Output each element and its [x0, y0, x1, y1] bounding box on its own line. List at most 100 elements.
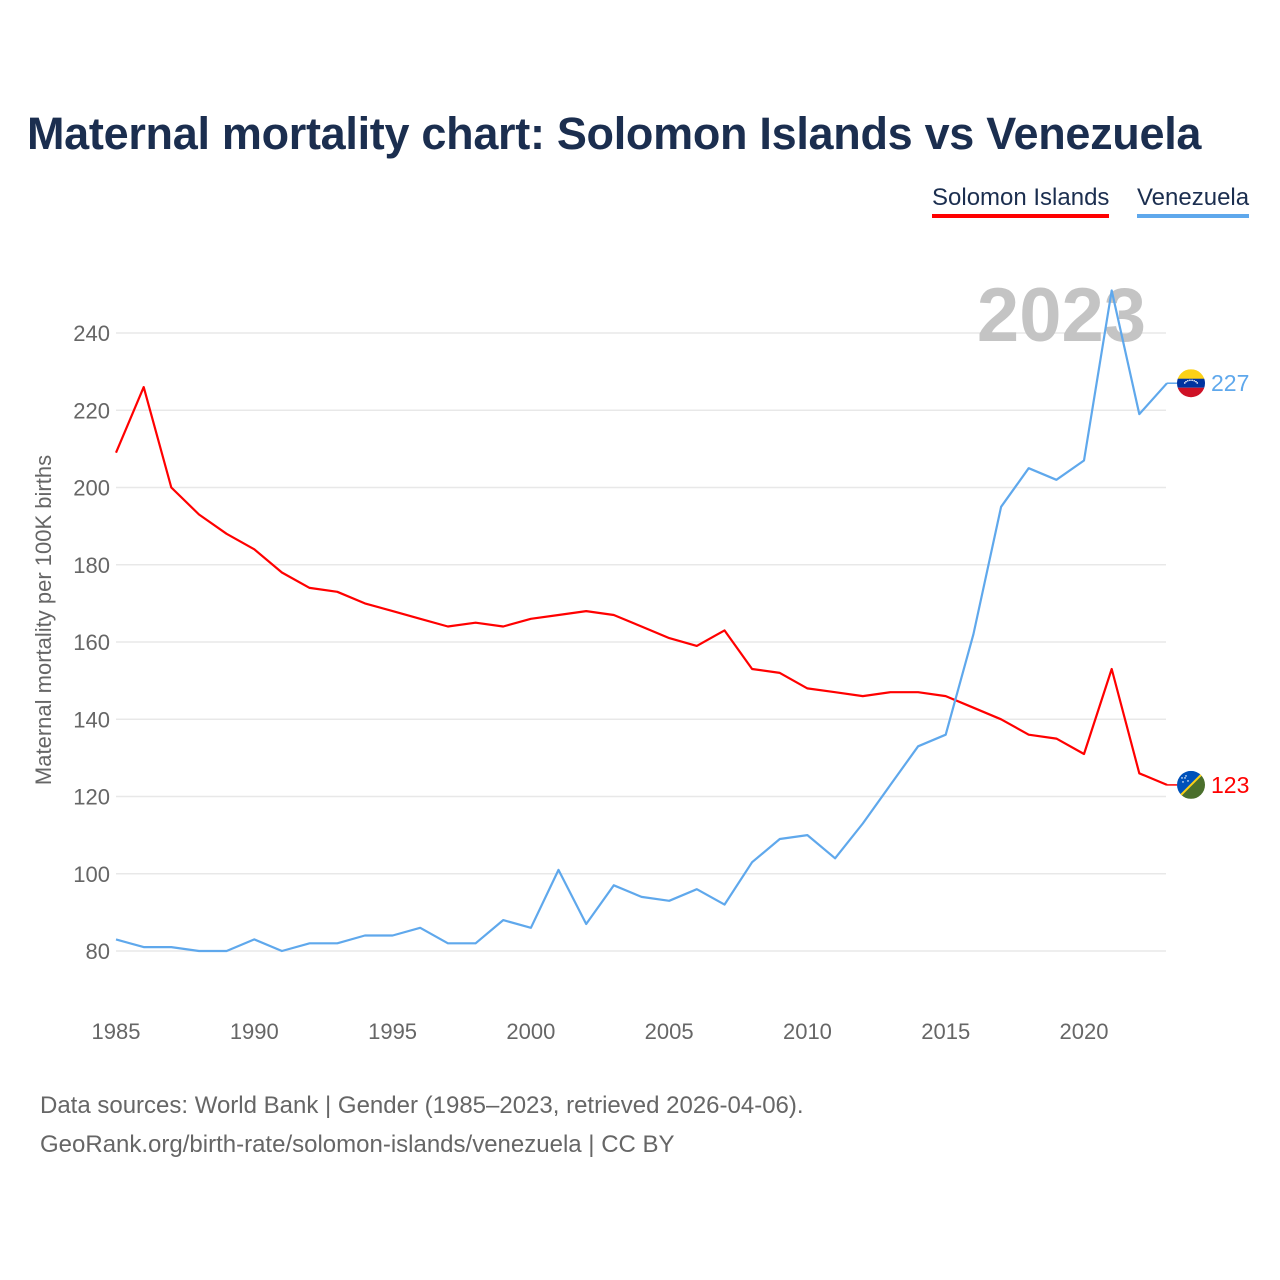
data-point: [113, 450, 119, 456]
legend-venezuela[interactable]: Venezuela: [1137, 184, 1250, 218]
data-point: [362, 600, 368, 606]
data-point: [943, 693, 949, 699]
data-point: [307, 940, 313, 946]
data-point: [196, 512, 202, 518]
flag-star: [1182, 781, 1184, 783]
y-axis-label: Maternal mortality per 100K births: [31, 455, 56, 785]
data-point: [307, 585, 313, 591]
data-point: [362, 933, 368, 939]
data-point: [1109, 666, 1115, 672]
footer-sources: Data sources: World Bank | Gender (1985–…: [40, 1092, 804, 1119]
data-point: [168, 944, 174, 950]
data-point: [694, 886, 700, 892]
y-tick-label: 80: [86, 939, 110, 964]
data-point: [1053, 477, 1059, 483]
data-point: [390, 933, 396, 939]
flag: [1177, 770, 1205, 799]
data-point: [1109, 288, 1115, 294]
data-point: [473, 620, 479, 626]
flag-stripe: [1177, 387, 1205, 398]
y-tick-label: 200: [73, 476, 110, 501]
data-point: [694, 643, 700, 649]
x-tick-label: 2000: [506, 1019, 555, 1044]
flag-stripe: [1177, 369, 1205, 380]
end-value-label: 227: [1211, 370, 1249, 396]
data-point: [1081, 457, 1087, 463]
solomon-islands-flag-icon: [1177, 770, 1205, 799]
x-tick-label: 2020: [1060, 1019, 1109, 1044]
data-point: [943, 732, 949, 738]
flag-star: [1189, 379, 1191, 382]
year-watermark: 2023: [977, 273, 1146, 358]
data-point: [583, 921, 589, 927]
data-point: [334, 589, 340, 595]
data-point: [970, 705, 976, 711]
data-point: [749, 666, 755, 672]
data-point: [887, 689, 893, 695]
data-point: [804, 832, 810, 838]
flag-star: [1196, 382, 1199, 384]
data-point: [1026, 732, 1032, 738]
data-point: [141, 944, 147, 950]
data-point: [500, 624, 506, 630]
data-point: [196, 948, 202, 954]
data-point: [500, 917, 506, 923]
data-point: [334, 940, 340, 946]
flag-stripe: [1177, 378, 1205, 388]
x-tick-label: 1985: [92, 1019, 141, 1044]
data-point: [168, 485, 174, 491]
data-point: [1081, 751, 1087, 757]
data-point: [611, 882, 617, 888]
data-point: [777, 836, 783, 842]
chart-title: Maternal mortality chart: Solomon Island…: [27, 108, 1202, 159]
data-point: [860, 693, 866, 699]
end-value-label: 123: [1211, 772, 1249, 798]
data-point: [251, 936, 257, 942]
x-tick-label: 1990: [230, 1019, 279, 1044]
y-tick-label: 140: [73, 707, 110, 732]
x-tick-label: 2010: [783, 1019, 832, 1044]
flag: [1177, 369, 1205, 398]
data-point: [279, 569, 285, 575]
x-tick-label: 1995: [368, 1019, 417, 1044]
data-point: [224, 531, 230, 537]
data-point: [417, 616, 423, 622]
data-point: [749, 859, 755, 865]
flag-star: [1193, 379, 1195, 382]
data-point: [611, 612, 617, 618]
data-point: [721, 902, 727, 908]
series-line-venezuela: [115, 289, 1168, 953]
data-point: [721, 627, 727, 633]
flag-star: [1185, 775, 1187, 777]
data-point: [224, 948, 230, 954]
flag-star: [1195, 380, 1197, 383]
data-point: [556, 867, 562, 873]
data-point: [113, 936, 119, 942]
venezuela-flag-icon: [1177, 369, 1205, 398]
data-point: [445, 624, 451, 630]
data-point: [666, 635, 672, 641]
y-tick-label: 220: [73, 398, 110, 423]
data-point: [639, 894, 645, 900]
data-point: [998, 504, 1004, 510]
data-point: [528, 616, 534, 622]
data-point: [1053, 736, 1059, 742]
flag-star: [1187, 379, 1189, 382]
legend-solomon-islands[interactable]: Solomon Islands: [932, 184, 1110, 218]
data-point: [141, 384, 147, 390]
data-point: [832, 855, 838, 861]
flag-star: [1184, 777, 1186, 779]
footer-link[interactable]: GeoRank.org/birth-rate/solomon-islands/v…: [40, 1131, 675, 1158]
flag-stripe: [1177, 770, 1205, 799]
data-point: [417, 925, 423, 931]
x-tick-label: 2005: [645, 1019, 694, 1044]
flag-star: [1183, 382, 1186, 384]
data-point: [998, 716, 1004, 722]
y-tick-label: 240: [73, 321, 110, 346]
data-point: [915, 689, 921, 695]
data-point: [804, 685, 810, 691]
flag-star: [1191, 379, 1193, 382]
flag-star: [1187, 780, 1189, 782]
data-point: [639, 624, 645, 630]
y-tick-label: 120: [73, 785, 110, 810]
